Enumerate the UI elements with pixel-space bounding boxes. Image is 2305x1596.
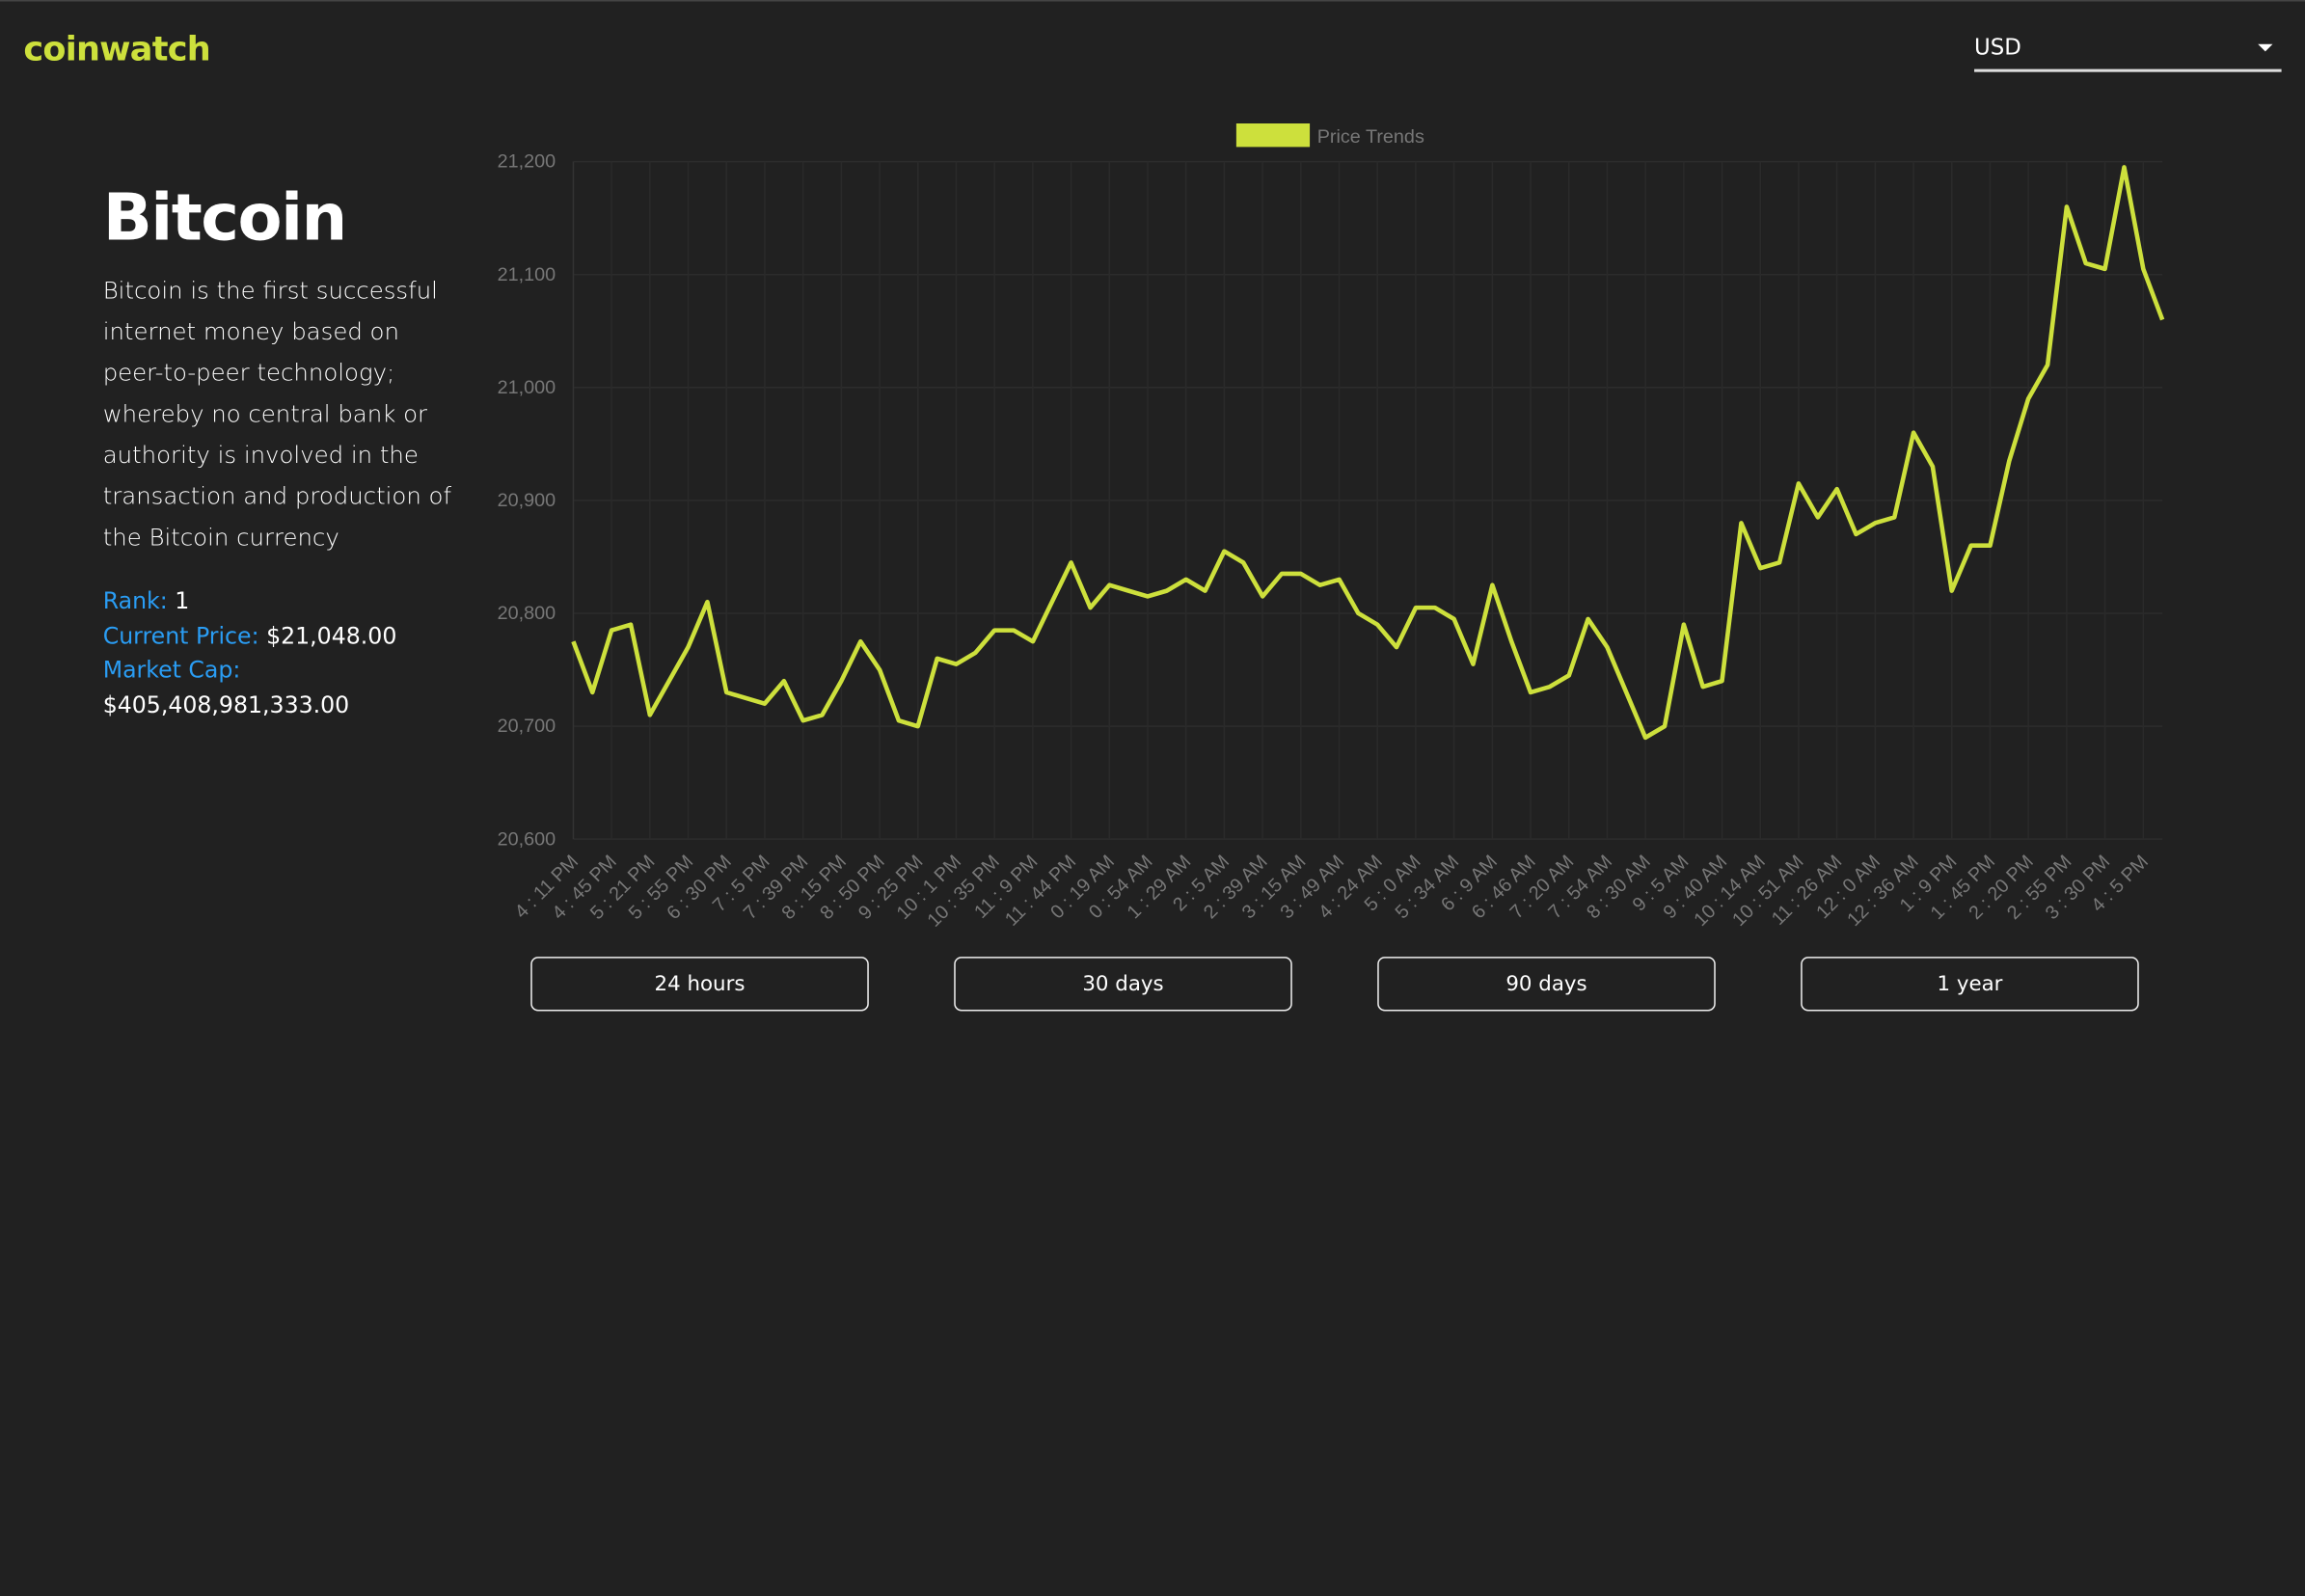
- market-cap-label: Market Cap:: [102, 657, 241, 684]
- chart: 20,600 20,700 20,800 20,900 21,000 21,100 21,2…: [498, 123, 2165, 932]
- range-button[interactable]: 1 year: [1801, 957, 2139, 1012]
- market-cap: Market Cap: $405,408,981,333.00: [103, 654, 453, 723]
- coin-info: Bitcoin Bitcoin is the first successful …: [103, 180, 453, 722]
- legend-label: Price Trends: [1317, 126, 1424, 148]
- y-tick-label: 20,900: [498, 490, 556, 511]
- y-tick-label: 20,800: [498, 603, 556, 624]
- currency-value: USD: [1974, 34, 2021, 61]
- range-button[interactable]: 24 hours: [530, 957, 869, 1012]
- range-button[interactable]: 90 days: [1377, 957, 1716, 1012]
- y-tick-label: 21,000: [498, 377, 556, 398]
- y-tick-label: 20,600: [498, 828, 556, 850]
- rank-label: Rank:: [102, 587, 168, 615]
- brand[interactable]: coinwatch: [23, 31, 210, 69]
- coin-description: Bitcoin is the first successful internet…: [102, 276, 452, 552]
- range-button[interactable]: 30 days: [954, 957, 1292, 1012]
- y-tick-label: 20,700: [498, 716, 556, 737]
- caret: [2258, 43, 2273, 52]
- market-cap-value: $405,408,981,333.00: [102, 691, 350, 718]
- legend-swatch: [1235, 123, 1311, 148]
- rank: Rank: 1: [103, 585, 453, 620]
- price-label: Current Price:: [102, 622, 259, 649]
- price-value: $21,048.00: [266, 622, 397, 649]
- y-tick-label: 21,100: [498, 264, 556, 285]
- price: Current Price: $21,048.00: [103, 619, 453, 654]
- currency-select[interactable]: USD: [1974, 34, 2282, 72]
- y-tick-label: 21,200: [498, 151, 556, 173]
- rank-value: 1: [175, 587, 190, 615]
- price-line: [571, 165, 2165, 741]
- coin-name: Bitcoin: [102, 180, 348, 257]
